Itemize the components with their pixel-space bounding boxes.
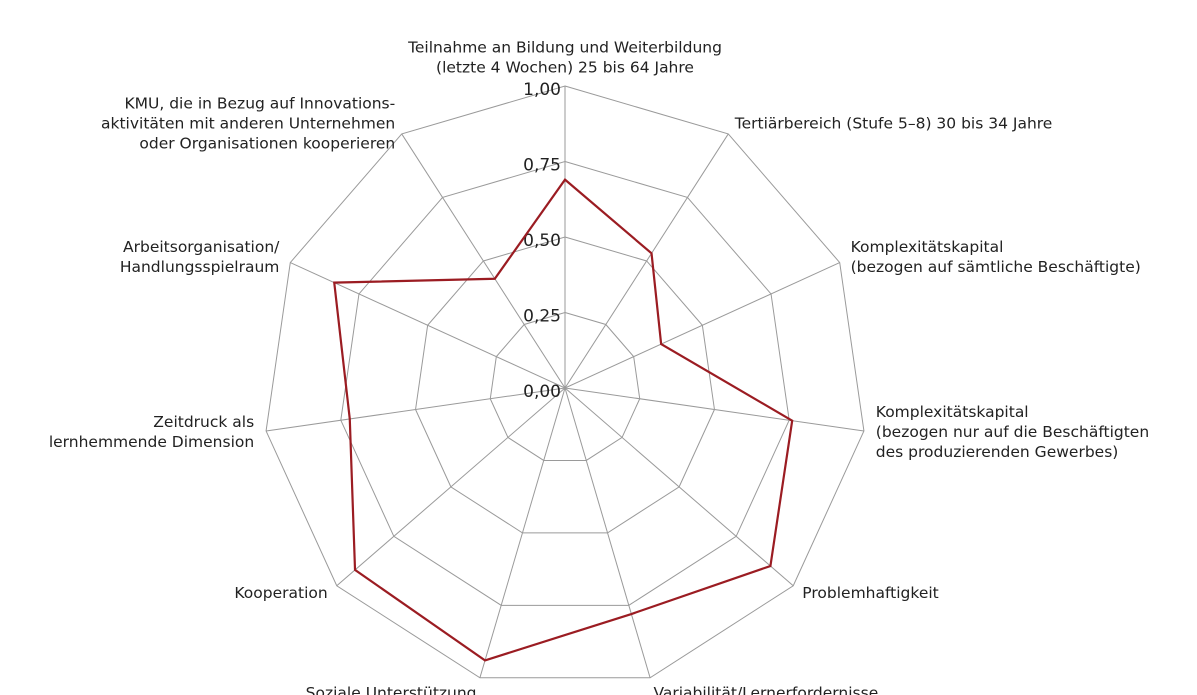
axis-spoke xyxy=(479,387,566,678)
axis-spoke xyxy=(564,387,651,678)
category-label: (letzte 4 Wochen) 25 bis 64 Jahre xyxy=(436,59,694,77)
tick-label: 0,25 xyxy=(523,307,561,327)
category-label: Problemhaftigkeit xyxy=(802,584,938,602)
category-label: des produzierenden Gewerbes) xyxy=(876,443,1119,461)
category-label: (bezogen auf sämtliche Beschäftigte) xyxy=(851,258,1141,276)
axis-spoke xyxy=(564,387,794,587)
category-label: oder Organisationen kooperieren xyxy=(139,134,395,152)
category-label: aktivitäten mit anderen Unternehmen xyxy=(101,114,395,132)
axis-spoke xyxy=(266,387,566,432)
grid-ring xyxy=(489,311,641,461)
axis-spoke xyxy=(564,387,864,432)
category-label: lernhemmende Dimension xyxy=(49,433,254,451)
tick-label: 1,00 xyxy=(523,80,561,100)
tick-label: 0,50 xyxy=(523,231,561,251)
category-label: Teilnahme an Bildung und Weiterbildung xyxy=(407,39,722,57)
axis-spoke xyxy=(564,262,840,389)
category-label: Handlungsspielraum xyxy=(120,258,280,276)
category-label: Arbeitsorganisation/ xyxy=(123,238,280,256)
category-label: Tertiärbereich (Stufe 5–8) 30 bis 34 Jah… xyxy=(734,114,1053,132)
category-label: Variabilität/Lernerfordernisse xyxy=(653,684,878,695)
category-label: Komplexitätskapital xyxy=(851,238,1004,256)
tick-label: 0,00 xyxy=(523,382,561,402)
category-label: Soziale Unterstützung xyxy=(306,684,477,695)
category-label: Zeitdruck als xyxy=(153,413,254,431)
grid-ring xyxy=(340,160,790,606)
axis-spoke xyxy=(401,133,566,389)
category-label: Kooperation xyxy=(234,584,327,602)
grid-ring xyxy=(265,85,865,679)
category-label: (bezogen nur auf die Beschäftigten xyxy=(876,423,1149,441)
axis-spoke xyxy=(336,387,566,587)
data-line xyxy=(333,178,794,662)
grid-ring xyxy=(415,236,715,534)
category-label: KMU, die in Bezug auf Innovations- xyxy=(124,94,395,112)
tick-label: 0,75 xyxy=(523,156,561,176)
category-label: Komplexitätskapital xyxy=(876,403,1029,421)
axis-spoke xyxy=(564,133,729,389)
